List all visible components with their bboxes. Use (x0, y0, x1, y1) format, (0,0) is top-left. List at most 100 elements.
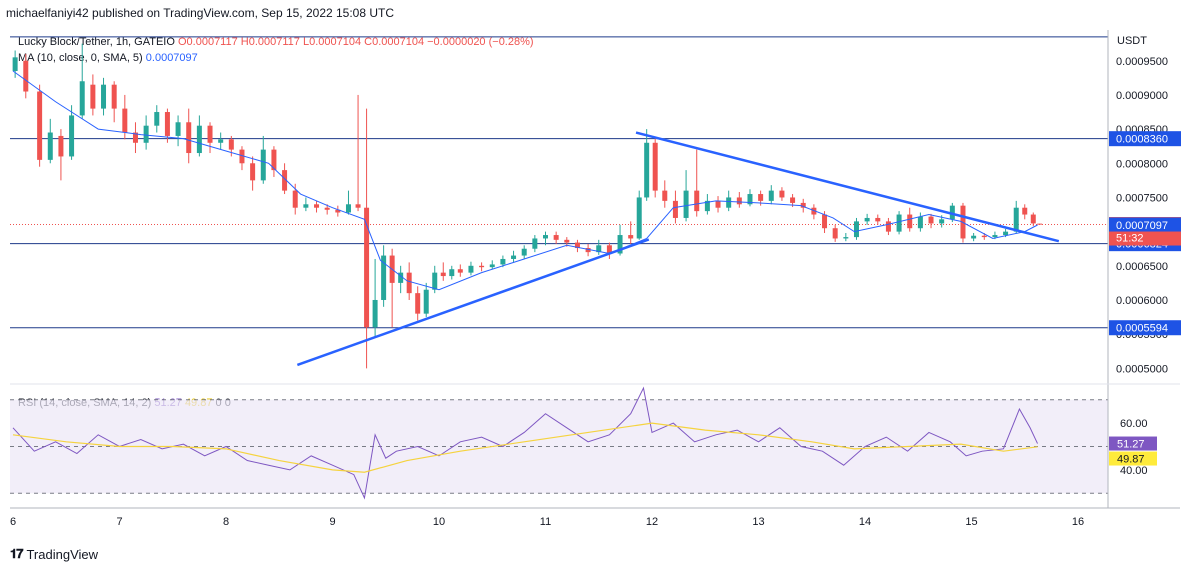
candle-body (1030, 214, 1036, 224)
brand-name: TradingView (26, 546, 99, 562)
y-tick-label: 0.0006000 (1116, 295, 1168, 307)
candle (271, 146, 277, 177)
candle (58, 129, 64, 181)
currency-label: USDT (1117, 35, 1147, 47)
candle (196, 115, 202, 157)
candle (37, 84, 43, 167)
candle (324, 204, 330, 215)
candle-body (90, 84, 96, 109)
level-price-badge-text: 0.0008360 (1116, 134, 1168, 146)
candle (811, 204, 817, 220)
candle (628, 221, 634, 244)
candle-body (132, 132, 138, 143)
candle-body (617, 235, 623, 254)
level-price-badge-bg (1109, 217, 1181, 233)
candle-body (239, 149, 245, 164)
candle-body (449, 269, 455, 277)
rsi-series (12, 386, 1038, 500)
candle (364, 108, 370, 369)
candle-body (800, 202, 806, 208)
candle (553, 231, 559, 244)
candle (949, 202, 955, 223)
candle-body (543, 235, 548, 239)
candle (768, 185, 774, 205)
level-price-badge-text: 0.0007097 (1116, 220, 1168, 232)
rsi-tick-label: 60.00 (1120, 418, 1148, 430)
candle-body (154, 112, 160, 126)
ma-label[interactable]: MA (10, close, 0, SMA, 5) (18, 52, 143, 64)
rsi-value-badge: 51.27 (1109, 436, 1157, 451)
candle-body (345, 204, 351, 213)
candle (736, 191, 742, 208)
candle (154, 105, 160, 133)
candle-body (282, 170, 288, 191)
x-tick-label: 8 (223, 516, 229, 528)
candle (500, 255, 506, 268)
candle (250, 156, 256, 191)
published-caption: michaelfaniyi42 published on TradingView… (6, 6, 395, 20)
symbol-label[interactable]: Lucky Block/Tether, 1h, GATEIO (18, 36, 175, 48)
candle-body (175, 122, 181, 136)
candle (207, 122, 213, 154)
candle-body (949, 205, 955, 220)
candle-body (564, 239, 570, 243)
candle (543, 231, 548, 246)
candle (843, 232, 849, 242)
candle-body (335, 209, 341, 213)
candle-body (811, 207, 817, 215)
candle-body (500, 258, 506, 265)
rsi-band-layer (10, 399, 1108, 494)
candle-body (228, 139, 234, 150)
candle-body (457, 269, 463, 273)
candle-body (58, 135, 64, 157)
candle-body (694, 190, 700, 212)
candle-body (574, 242, 580, 249)
candle-body (662, 190, 668, 201)
candle (101, 77, 107, 116)
ma-line (12, 70, 1038, 291)
candle (23, 53, 29, 99)
candle-body (992, 235, 998, 238)
candle-body (628, 235, 634, 239)
candle-body (271, 149, 277, 171)
candle-body (489, 264, 495, 268)
y-tick-label: 0.0006500 (1116, 261, 1168, 273)
candle (832, 224, 838, 242)
candle (853, 217, 859, 240)
candle (585, 243, 591, 257)
candle (800, 198, 806, 213)
candle-body (822, 214, 828, 229)
candle-body (747, 194, 753, 205)
level-price-badge-bg (1109, 131, 1181, 147)
candle-body (69, 115, 75, 157)
candle (218, 132, 224, 150)
candle-body (981, 235, 987, 238)
candle (574, 239, 580, 253)
candle-body (1037, 223, 1043, 225)
tradingview-brand[interactable]: 𝟏𝟕 TradingView (10, 546, 98, 562)
candle-body (1022, 207, 1028, 215)
candle-body (672, 200, 678, 218)
candle-body (423, 289, 429, 314)
candle (636, 190, 642, 240)
candle (779, 187, 785, 201)
candle (532, 235, 538, 253)
candle-body (398, 272, 404, 283)
candle-body (917, 216, 923, 229)
candle (398, 265, 404, 294)
candle (1037, 223, 1043, 225)
candle-body (381, 255, 387, 300)
candle-body (303, 204, 309, 208)
candle-body (652, 142, 658, 191)
candle (489, 260, 495, 270)
candle-body (521, 248, 527, 256)
candle-body (406, 272, 412, 294)
level-price-badge: 0.0008360 (1109, 131, 1181, 147)
candle (468, 261, 474, 276)
rsi-line (12, 386, 1038, 500)
candle-body (314, 204, 320, 208)
candle (345, 190, 351, 215)
candle-body (832, 228, 838, 239)
candle-body (636, 197, 642, 239)
